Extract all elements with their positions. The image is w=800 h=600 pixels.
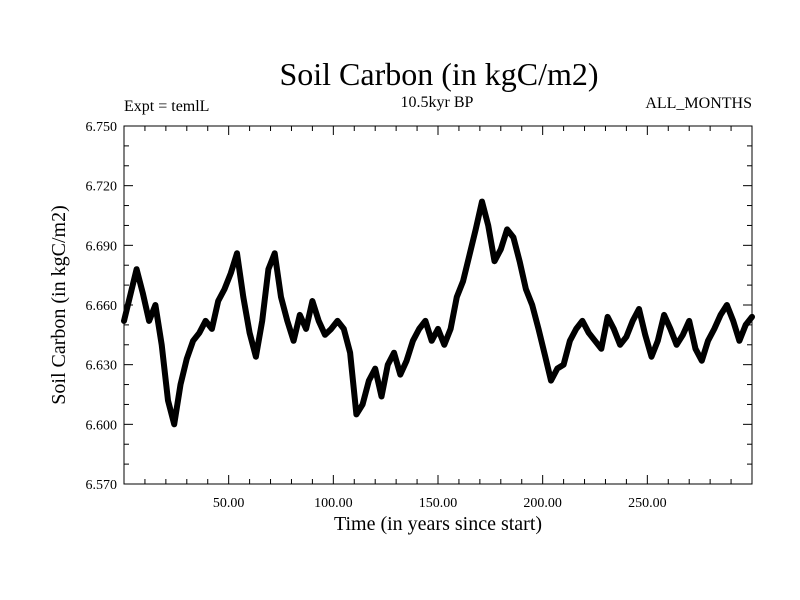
- y-axis-label: Soil Carbon (in kgC/m2): [48, 205, 70, 404]
- x-tick-label: 100.00: [314, 496, 353, 511]
- x-tick-label: 150.00: [419, 496, 458, 511]
- chart-title: Soil Carbon (in kgC/m2): [279, 56, 598, 92]
- months-label: ALL_MONTHS: [645, 95, 752, 112]
- period-label: 10.5kyr BP: [401, 94, 474, 111]
- y-tick-label: 6.570: [86, 478, 118, 493]
- y-tick-label: 6.750: [86, 120, 118, 135]
- x-tick-label: 50.00: [213, 496, 245, 511]
- series-layer: [121, 198, 755, 428]
- y-tick-label: 6.600: [86, 418, 118, 433]
- y-tick-label: 6.690: [86, 239, 118, 254]
- axis-ticks: 50.00 100.00 150.00 200.00 250.00 6.570 6.600 6…: [86, 120, 752, 511]
- x-tick-label: 200.00: [523, 496, 562, 511]
- y-tick-label: 6.630: [86, 359, 118, 374]
- x-tick-label: 250.00: [628, 496, 667, 511]
- x-axis-label: Time (in years since start): [334, 513, 542, 535]
- y-tick-label: 6.660: [86, 299, 118, 314]
- experiment-label: Expt = temlL: [124, 98, 209, 115]
- y-tick-label: 6.720: [86, 180, 118, 195]
- soil-carbon-series-line: [121, 198, 755, 428]
